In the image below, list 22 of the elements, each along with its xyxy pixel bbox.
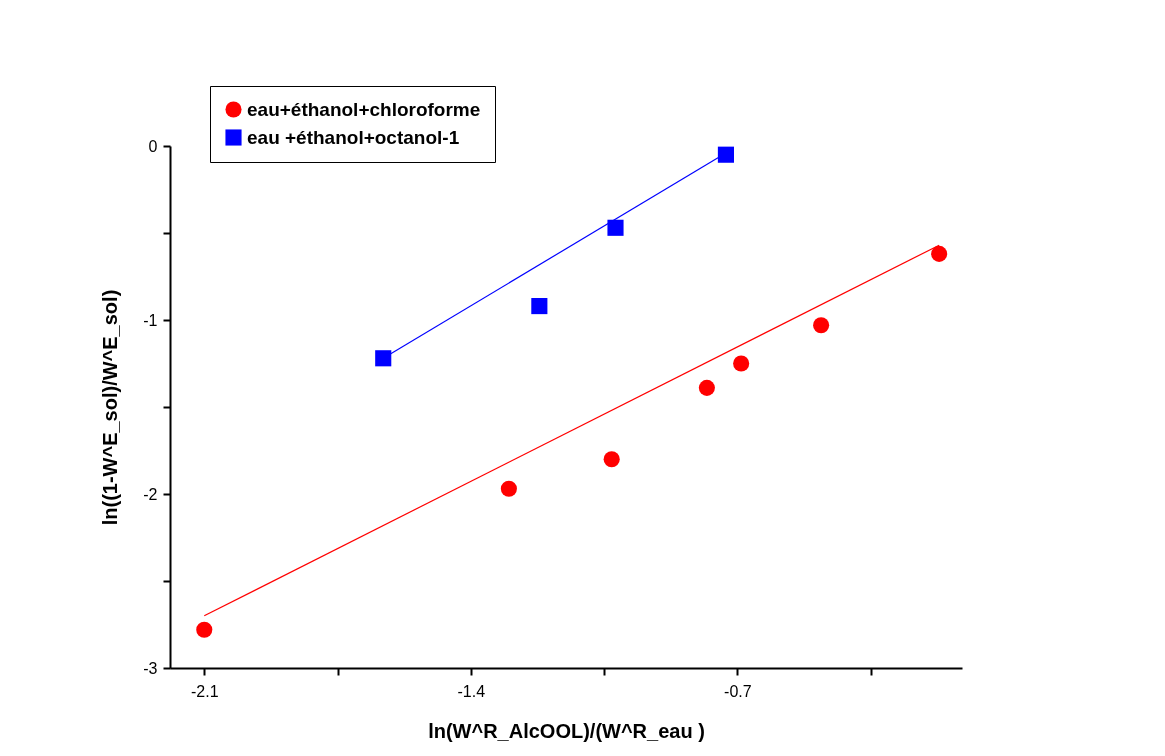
y-tick-label: -1 — [143, 311, 158, 329]
legend-label: eau +éthanol+octanol-1 — [247, 126, 460, 148]
x-tick-label: -0.7 — [724, 682, 752, 700]
point — [500, 480, 517, 497]
point — [531, 298, 548, 315]
point — [698, 379, 715, 396]
y-tick-label: 0 — [148, 137, 158, 155]
point — [733, 355, 750, 372]
point — [717, 146, 734, 163]
point — [603, 451, 620, 468]
x-tick-label: -1.4 — [457, 682, 486, 700]
x-axis-title: ln(W^R_AlcOOL)/(W^R_eau ) — [428, 719, 705, 742]
point — [813, 317, 830, 334]
y-tick-label: -3 — [143, 659, 158, 677]
point — [196, 621, 213, 638]
legend-label: eau+éthanol+chloroforme — [247, 98, 481, 120]
point — [931, 245, 948, 262]
y-tick-label: -2 — [143, 485, 158, 503]
x-tick-label: -2.1 — [190, 682, 219, 700]
y-axis-title: ln((1-W^E_sol)/W^E_sol) — [99, 289, 122, 526]
point — [607, 219, 624, 236]
point — [375, 350, 392, 367]
